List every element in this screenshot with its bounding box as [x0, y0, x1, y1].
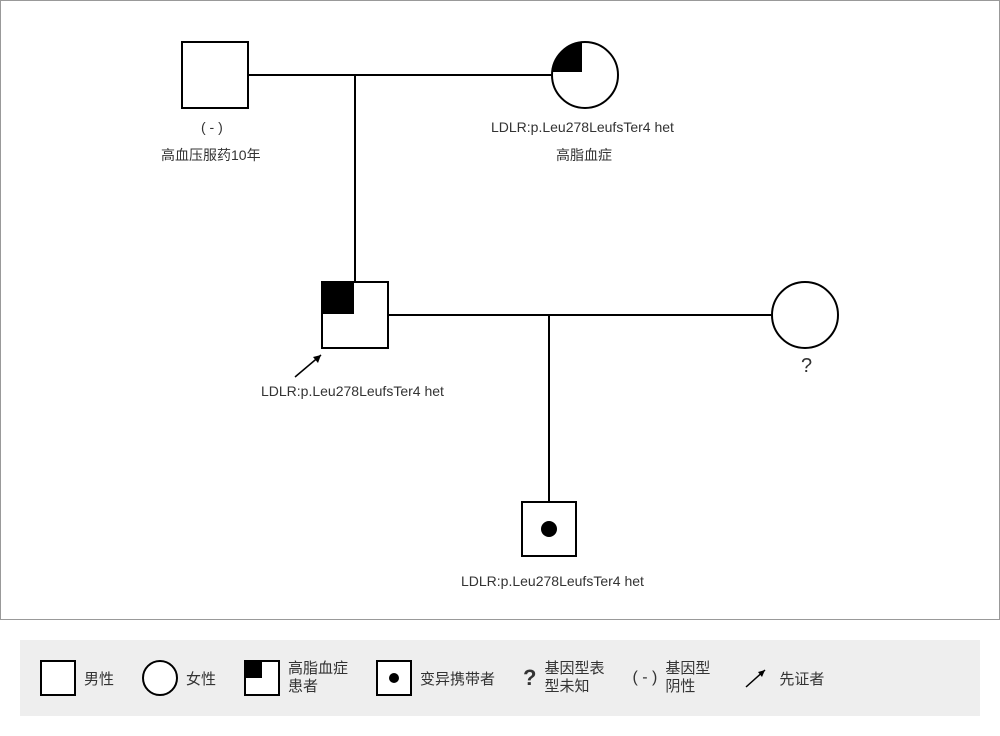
- legend-panel: 男性 女性 高脂血症患者 变异携带者 ? 基因型表型未知 ( - ) 基因型阴性…: [20, 640, 980, 716]
- legend-affected-label: 高脂血症患者: [288, 660, 348, 696]
- carrier-icon: [376, 660, 412, 696]
- gen1-mother-note: 高脂血症: [556, 145, 612, 165]
- male-icon: [40, 660, 76, 696]
- unknown-icon: ?: [523, 665, 536, 691]
- proband-corner-fill: [323, 283, 354, 314]
- legend-affected: 高脂血症患者: [244, 660, 348, 696]
- affected-icon: [244, 660, 280, 696]
- gen2-spouse-label: ?: [801, 355, 812, 378]
- affected-corner: [246, 662, 262, 678]
- connector-lines: [1, 1, 1000, 621]
- carrier-icon-dot: [389, 673, 399, 683]
- gen1-mother-fill: [551, 41, 619, 109]
- proband-arrow-icon: [291, 351, 331, 381]
- legend-carrier-label: 变异携带者: [420, 668, 495, 689]
- female-icon: [142, 660, 178, 696]
- proband-legend-arrow-icon: [743, 666, 771, 690]
- legend-unknown-label: 基因型表型未知: [545, 660, 605, 696]
- carrier-dot: [541, 521, 557, 537]
- legend-unknown: ? 基因型表型未知: [523, 660, 604, 696]
- gen1-father-note: 高血压服药10年: [161, 145, 261, 165]
- gen3-child: [521, 501, 577, 557]
- negative-icon: ( - ): [633, 669, 658, 687]
- legend-male-label: 男性: [84, 668, 114, 689]
- gen2-proband-genotype: LDLR:p.Leu278LeufsTer4 het: [261, 383, 444, 399]
- legend-female: 女性: [142, 660, 216, 696]
- gen1-father: [181, 41, 249, 109]
- legend-carrier: 变异携带者: [376, 660, 495, 696]
- gen2-proband: [321, 281, 389, 349]
- legend-proband: 先证者: [743, 666, 824, 690]
- legend-negative-label: 基因型阴性: [665, 660, 715, 696]
- gen1-mother-genotype: LDLR:p.Leu278LeufsTer4 het: [491, 119, 674, 135]
- pedigree-canvas: ( - ) 高血压服药10年 LDLR:p.Leu278LeufsTer4 he…: [0, 0, 1000, 620]
- gen2-spouse: [771, 281, 839, 349]
- legend-negative: ( - ) 基因型阴性: [633, 660, 716, 696]
- gen1-father-genotype: ( - ): [201, 119, 223, 135]
- legend-female-label: 女性: [186, 668, 216, 689]
- legend-male: 男性: [40, 660, 114, 696]
- gen3-child-genotype: LDLR:p.Leu278LeufsTer4 het: [461, 573, 644, 589]
- legend-proband-label: 先证者: [779, 668, 824, 689]
